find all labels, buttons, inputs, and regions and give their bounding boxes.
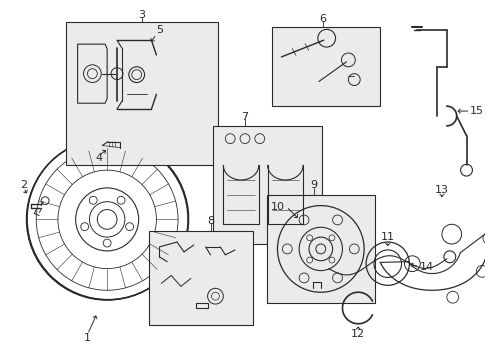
Bar (149, 231, 252, 325)
Text: 13: 13 (434, 185, 448, 195)
Bar (266, 195, 374, 303)
Text: 9: 9 (310, 180, 317, 190)
Text: 3: 3 (138, 10, 145, 19)
Text: 12: 12 (350, 329, 365, 339)
Text: 11: 11 (380, 232, 394, 242)
Text: 6: 6 (319, 14, 325, 23)
Text: 7: 7 (241, 112, 248, 122)
Bar (271, 27, 379, 106)
Bar (66, 22, 218, 165)
Text: 10: 10 (270, 202, 284, 212)
Text: 4: 4 (96, 153, 102, 163)
Text: 5: 5 (156, 25, 163, 35)
Text: 14: 14 (419, 262, 433, 272)
Text: 8: 8 (206, 216, 214, 226)
Text: 2: 2 (20, 180, 27, 190)
Text: 15: 15 (468, 106, 482, 116)
Text: 1: 1 (84, 333, 91, 342)
Bar (213, 126, 321, 244)
